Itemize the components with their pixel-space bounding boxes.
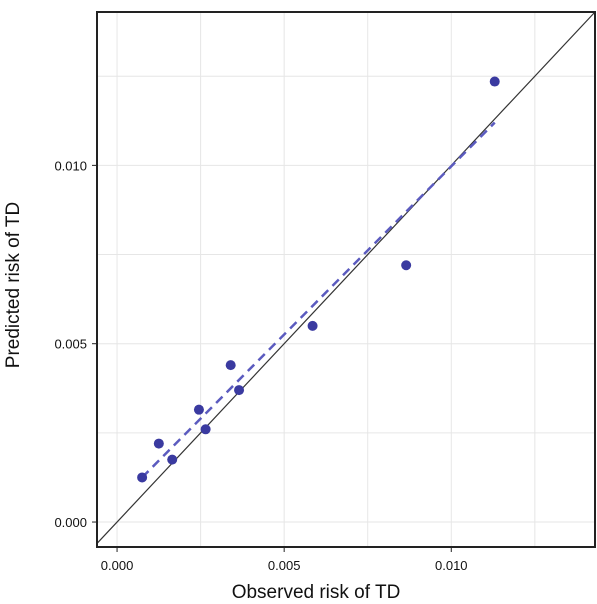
data-point bbox=[167, 454, 178, 465]
x-axis-title: Observed risk of TD bbox=[232, 582, 401, 603]
data-points bbox=[137, 76, 500, 483]
y-tick-label: 0.010 bbox=[54, 158, 87, 173]
data-point bbox=[200, 424, 211, 435]
data-point bbox=[193, 404, 204, 415]
x-tick-label: 0.000 bbox=[101, 558, 134, 573]
x-tick-label: 0.005 bbox=[268, 558, 301, 573]
data-point bbox=[225, 360, 236, 371]
data-point bbox=[137, 472, 148, 483]
y-axis-ticks: 0.000 0.005 0.010 bbox=[54, 158, 97, 530]
data-point bbox=[153, 438, 164, 449]
fit-line-group bbox=[141, 121, 496, 479]
reference-line bbox=[96, 11, 596, 544]
data-point bbox=[307, 320, 318, 331]
y-axis-title: Predicted risk of TD bbox=[3, 202, 24, 368]
x-tick-label: 0.010 bbox=[435, 558, 468, 573]
grid-lines bbox=[97, 12, 595, 547]
y-tick-label: 0.005 bbox=[54, 337, 87, 352]
data-point bbox=[401, 260, 412, 271]
data-point bbox=[489, 76, 500, 87]
data-point bbox=[234, 385, 245, 396]
reference-line-group bbox=[96, 11, 596, 544]
y-tick-label: 0.000 bbox=[54, 515, 87, 530]
plot-frame bbox=[96, 11, 596, 548]
x-axis-ticks: 0.000 0.005 0.010 bbox=[101, 547, 468, 573]
fit-line bbox=[141, 121, 496, 479]
